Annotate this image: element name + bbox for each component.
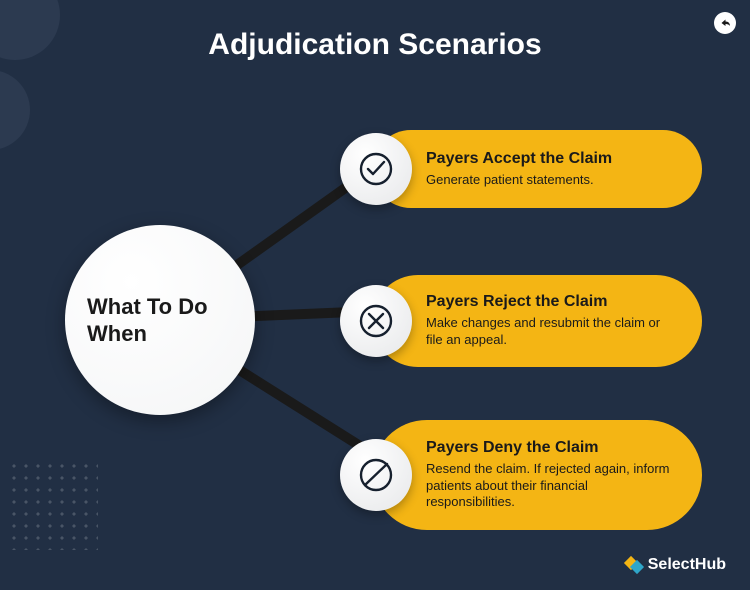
decoration-dot-grid bbox=[8, 460, 98, 550]
x-circle-icon bbox=[340, 285, 412, 357]
scenario-reject: Payers Reject the Claim Make changes and… bbox=[340, 275, 702, 367]
scenario-reject-desc: Make changes and resubmit the claim or f… bbox=[426, 315, 674, 349]
brand-logo: SelectHub bbox=[626, 556, 726, 574]
infographic-canvas: Adjudication Scenarios What To Do When P… bbox=[0, 0, 750, 590]
scenario-deny-desc: Resend the claim. If rejected again, inf… bbox=[426, 461, 674, 512]
scenario-accept-title: Payers Accept the Claim bbox=[426, 150, 674, 168]
hub-label: What To Do When bbox=[65, 293, 255, 348]
scenario-deny-title: Payers Deny the Claim bbox=[426, 439, 674, 457]
scenario-reject-pill: Payers Reject the Claim Make changes and… bbox=[372, 275, 702, 367]
scenario-accept-desc: Generate patient statements. bbox=[426, 172, 674, 189]
scenario-deny-pill: Payers Deny the Claim Resend the claim. … bbox=[372, 420, 702, 530]
scenario-deny: Payers Deny the Claim Resend the claim. … bbox=[340, 420, 702, 530]
brand-logo-text-suffix: Hub bbox=[695, 556, 726, 573]
brand-logo-text-prefix: Select bbox=[648, 556, 695, 573]
brand-logo-mark-icon bbox=[626, 556, 644, 574]
scenario-reject-title: Payers Reject the Claim bbox=[426, 293, 674, 311]
prohibit-circle-icon bbox=[340, 439, 412, 511]
hub-circle: What To Do When bbox=[65, 225, 255, 415]
decoration-blob-2 bbox=[0, 70, 30, 150]
scenario-accept: Payers Accept the Claim Generate patient… bbox=[340, 130, 702, 208]
scenario-accept-pill: Payers Accept the Claim Generate patient… bbox=[372, 130, 702, 208]
check-circle-icon bbox=[340, 133, 412, 205]
brand-logo-text: SelectHub bbox=[648, 556, 726, 574]
page-title: Adjudication Scenarios bbox=[0, 28, 750, 62]
